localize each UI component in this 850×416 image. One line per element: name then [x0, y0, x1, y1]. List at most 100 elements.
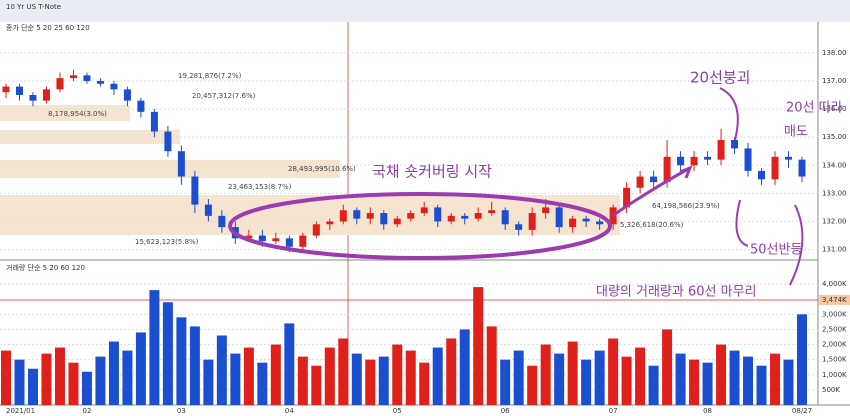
- profile-label: 64,198,566(23.9%): [652, 202, 720, 210]
- volume-bar: [311, 365, 322, 405]
- candle-body: [272, 238, 280, 242]
- y2-tick-label: 2,500K: [822, 325, 847, 333]
- volume-bar: [324, 347, 335, 405]
- volume-bar: [581, 359, 592, 405]
- instrument: 10 Yr US T-Note: [6, 3, 61, 11]
- volume-bar: [54, 347, 65, 405]
- volume-bar: [459, 329, 470, 405]
- candle-body: [623, 187, 631, 208]
- volume-bar: [203, 359, 214, 405]
- candle-body: [353, 210, 361, 219]
- volume-bar: [540, 344, 551, 405]
- candle-body: [258, 235, 266, 242]
- volume-bar: [756, 365, 767, 405]
- candle-body: [569, 218, 577, 228]
- profile-label: 28,493,995(10.6%): [288, 165, 356, 173]
- y-tick-label: 132.00: [822, 217, 847, 225]
- x-tick-label: 04: [285, 407, 294, 415]
- volume-bar: [743, 356, 754, 405]
- candle-body: [123, 89, 131, 101]
- candle-body: [515, 224, 523, 230]
- reference-badge: [819, 294, 850, 305]
- volume-bar: [446, 338, 457, 405]
- volume-bar: [783, 359, 794, 405]
- x-tick-label: 07: [609, 407, 618, 415]
- candle-body: [420, 207, 428, 214]
- annotation: 매도: [784, 125, 808, 140]
- volume-bar: [554, 353, 565, 405]
- volume-bar: [270, 344, 281, 405]
- candle-body: [434, 207, 442, 222]
- candle-body: [461, 215, 469, 219]
- volume-bar: [567, 341, 578, 405]
- y-tick-label: 135.00: [822, 133, 847, 141]
- candle-body: [690, 156, 698, 166]
- candle-body: [366, 213, 374, 219]
- volume-bar: [216, 335, 227, 405]
- candle-body: [69, 75, 77, 79]
- candle-body: [56, 78, 64, 90]
- volume-bar: [473, 287, 484, 405]
- y-tick-label: 137.00: [822, 77, 847, 85]
- volume-bar: [702, 362, 713, 405]
- candle-body: [596, 221, 604, 225]
- arrow: [719, 87, 739, 141]
- candle-body: [636, 176, 644, 188]
- y2-tick-label: 2,000K: [822, 341, 847, 349]
- candle-body: [731, 139, 739, 149]
- volume-bar: [419, 362, 430, 405]
- x-tick-label: 2021/01: [6, 407, 35, 415]
- x-tick-label: 05: [393, 407, 402, 415]
- volume-bar: [486, 326, 497, 405]
- volume-bar: [513, 350, 524, 405]
- volume-bar: [81, 371, 92, 405]
- volume-bar: [716, 344, 727, 405]
- volume-bar: [162, 302, 173, 405]
- volume-bar: [14, 359, 25, 405]
- volume-bar: [230, 353, 241, 405]
- volume-bar: [135, 332, 146, 405]
- y-tick-label: 131.00: [822, 246, 847, 254]
- x-tick-label: 06: [501, 407, 510, 415]
- candle-body: [177, 151, 185, 177]
- profile-label: 19,281,876(7.2%): [178, 72, 242, 80]
- candle-body: [204, 204, 212, 216]
- volume-bar: [594, 350, 605, 405]
- candle-body: [744, 148, 752, 171]
- profile-label: 5,326,618(20.6%): [620, 221, 684, 229]
- volume-bar: [149, 290, 160, 405]
- y2-tick-label: 1,000K: [822, 371, 847, 379]
- candle-body: [312, 224, 320, 236]
- candle-body: [2, 86, 10, 93]
- candle-body: [798, 159, 806, 177]
- volume-bar: [432, 347, 443, 405]
- profile-label: 15,623,123(5.8%): [135, 238, 199, 246]
- candle-body: [380, 213, 388, 225]
- x-tick-label: 08/27: [792, 407, 812, 415]
- profile-bar: [0, 160, 340, 178]
- candle-body: [555, 207, 563, 228]
- y2-tick-label: 500K: [822, 386, 840, 394]
- volume-bar: [378, 356, 389, 405]
- volume-bar: [527, 365, 538, 405]
- candle-body: [704, 156, 712, 160]
- volume-bar: [41, 353, 52, 405]
- candle-body: [137, 100, 145, 112]
- volume-bar: [648, 365, 659, 405]
- arrow: [789, 204, 804, 286]
- y2-tick-label: 1,500K: [822, 356, 847, 364]
- volume-bar: [770, 353, 781, 405]
- volume-bar: [608, 338, 619, 405]
- candle-body: [407, 213, 415, 219]
- volume-bar: [122, 350, 133, 405]
- marker-date: 2021/04/16: [328, 406, 369, 414]
- reference-label: 3,474K: [822, 296, 847, 304]
- volume-bar: [351, 353, 362, 405]
- arrow: [735, 199, 749, 247]
- candle-body: [29, 95, 37, 101]
- annotation: 50선반등: [750, 243, 802, 258]
- indicator-label: 종가 단순 5 20 25 60 120: [6, 23, 90, 32]
- volume-bar: [176, 317, 187, 405]
- volume-bar: [338, 338, 349, 405]
